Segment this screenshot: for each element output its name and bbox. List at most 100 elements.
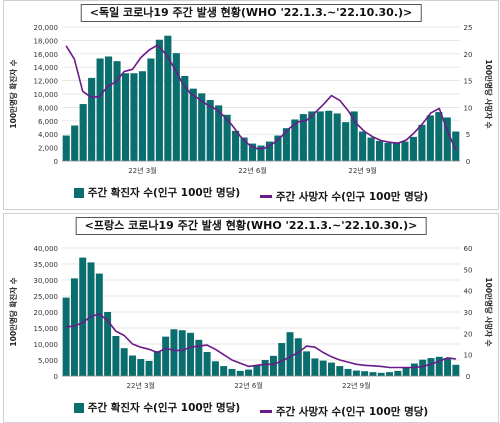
legend-label-cases: 주간 확진자 수(인구 100만 명당) (87, 187, 241, 199)
bar (444, 358, 452, 376)
bar (153, 351, 161, 376)
y-tick-label: 14,000 (34, 64, 59, 72)
france-chart-svg: 0 5,000 10,000 15,000 20,000 25,000 30,000 35,0… (8, 245, 494, 390)
bar (113, 61, 121, 161)
legend-item-deaths: 주간 사망자 수(인구 100만 명당) (259, 404, 429, 419)
bar (352, 370, 360, 376)
france-chart-panel: <프랑스 코로나19 주간 발생 현황(WHO '22.1.3.~'22.10.… (3, 213, 499, 423)
bar (291, 119, 299, 161)
bar (257, 145, 265, 161)
bar (240, 137, 248, 161)
bar (426, 115, 434, 161)
y2-tick-label: 0 (466, 373, 470, 381)
bar (203, 352, 211, 376)
bar (261, 360, 269, 376)
bar (170, 329, 178, 376)
y2-tick-label: 20 (464, 330, 473, 338)
germany-chart-svg: 0 2,000 4,000 6,000 8,000 10,000 12,000 14,000 1… (8, 24, 494, 175)
bar (121, 73, 130, 161)
bar (79, 104, 87, 161)
y2-axis-label: 100만명당 사망자 수 (484, 59, 494, 128)
deaths-line (65, 44, 457, 151)
legend-swatch-deaths (259, 194, 272, 198)
x-tick-label: 22년 3월 (127, 381, 155, 390)
legend-label-deaths: 주간 사망자 수(인구 100만 명당) (275, 405, 429, 418)
bar (189, 88, 197, 161)
bar (410, 363, 418, 376)
bar (316, 111, 324, 161)
y-tick-label: 0 (54, 373, 58, 381)
bar (369, 372, 377, 376)
y-tick-label: 35,000 (34, 261, 59, 269)
bar (418, 124, 426, 161)
bar (155, 39, 163, 162)
y2-tick-label: 20 (464, 51, 473, 59)
y-axis-label: 100만명당 확진자 수 (8, 277, 18, 346)
chart-legend: 주간 확진자 수(인구 100만 명당) 주간 사망자 수(인구 100만 명당… (4, 185, 498, 204)
bar (62, 297, 70, 376)
y2-tick-label: 15 (464, 78, 473, 86)
bar (419, 359, 427, 376)
bar (138, 71, 147, 161)
chart-title: <프랑스 코로나19 주간 발생 현황(WHO '22.1.3.~'22.10.… (75, 217, 427, 235)
bar (336, 366, 344, 376)
bar (232, 130, 240, 161)
y-tick-label: 12,000 (34, 78, 59, 86)
y2-tick-label: 10 (464, 352, 473, 360)
y2-axis-label: 100만명당 사망자 수 (484, 277, 494, 346)
bar (402, 367, 410, 376)
bar (274, 135, 282, 161)
y-tick-label: 15,000 (34, 325, 59, 333)
y-tick-label: 16,000 (34, 51, 59, 59)
bar (130, 73, 138, 161)
bar (195, 339, 203, 376)
bar (104, 312, 112, 376)
bar (265, 141, 274, 161)
y-tick-label: 18,000 (34, 37, 59, 45)
bar (87, 262, 95, 376)
bar (95, 273, 103, 376)
bar (333, 113, 341, 161)
legend-swatch-deaths (259, 409, 272, 413)
legend-swatch-cases (73, 402, 84, 413)
bar (128, 355, 136, 376)
bar (327, 362, 335, 376)
deaths-line (66, 313, 456, 369)
bar (394, 370, 402, 376)
bar (409, 136, 417, 161)
bar (228, 368, 236, 376)
y-tick-label: 30,000 (34, 277, 59, 285)
bar (350, 111, 358, 161)
legend-swatch-cases (73, 187, 84, 198)
bar (62, 135, 70, 161)
x-tick-label: 22년 3월 (128, 166, 156, 175)
y-tick-label: 5,000 (38, 357, 58, 365)
bar (342, 122, 350, 161)
y2-tick-label: 60 (464, 245, 473, 253)
x-tick-label: 22년 9월 (348, 166, 376, 175)
bar (220, 366, 228, 376)
bar (344, 368, 352, 376)
y2-tick-label: 30 (464, 309, 473, 317)
bar (206, 100, 214, 161)
y2-tick-label: 5 (466, 131, 470, 139)
bar (181, 75, 189, 161)
bar (401, 141, 409, 161)
y-tick-label: 10,000 (34, 91, 59, 99)
x-tick-label: 22년 6월 (238, 166, 266, 175)
bar (435, 112, 443, 161)
y-tick-label: 20,000 (34, 309, 59, 317)
bar (443, 117, 451, 161)
bar (211, 361, 219, 376)
bar (96, 58, 104, 161)
bar (299, 114, 307, 161)
y-tick-label: 10,000 (34, 341, 59, 349)
bar (164, 35, 172, 161)
y-tick-label: 8,000 (38, 104, 58, 112)
bar (178, 330, 186, 376)
bar (386, 372, 394, 376)
bar (187, 332, 195, 376)
chart-title: <독일 코로나19 주간 발생 현황(WHO '22.1.3.~'22.10.3… (80, 4, 422, 22)
bar (245, 369, 253, 376)
y2-tick-label: 50 (464, 266, 473, 274)
